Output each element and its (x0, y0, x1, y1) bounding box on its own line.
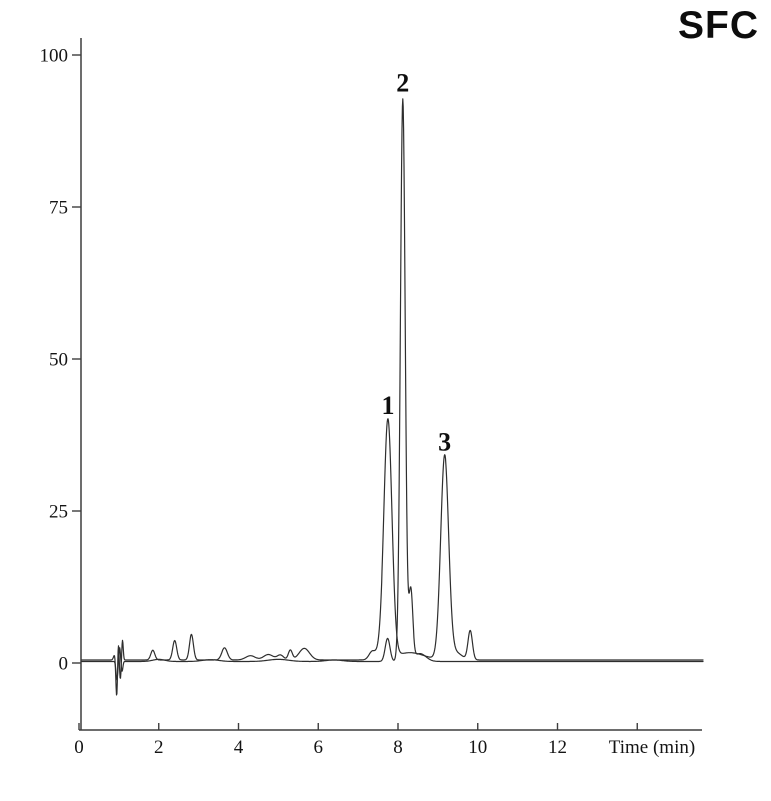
x-tick-label: 8 (393, 737, 403, 758)
peak-label-2: 2 (396, 69, 409, 98)
y-tick-label: 25 (49, 502, 68, 523)
x-tick-label: 10 (468, 737, 487, 758)
peak-label-1: 1 (382, 391, 395, 420)
y-tick-label: 75 (49, 198, 68, 219)
peak-label-3: 3 (438, 427, 451, 456)
x-tick-label: 2 (154, 737, 164, 758)
y-tick-label: 0 (59, 654, 69, 675)
chart-title: SFC (678, 4, 759, 47)
y-tick-label: 50 (49, 350, 68, 371)
y-tick-label: 100 (40, 46, 69, 67)
x-tick-label: 12 (548, 737, 567, 758)
x-tick-label: 4 (234, 737, 244, 758)
trace-2 (81, 98, 704, 681)
trace-1 (81, 418, 704, 696)
x-tick-label: 0 (74, 737, 84, 758)
x-tick-label: 6 (314, 737, 324, 758)
x-axis-title: Time (min) (609, 737, 695, 758)
